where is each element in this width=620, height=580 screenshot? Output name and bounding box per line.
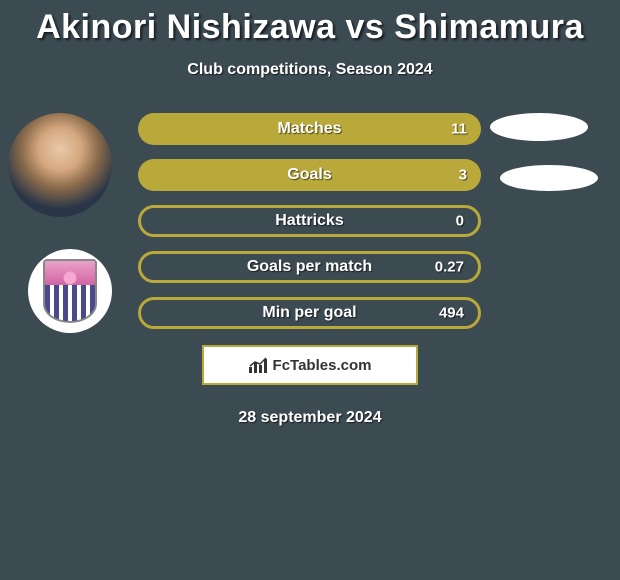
stat-value: 11 — [451, 121, 467, 138]
stat-label: Goals — [287, 166, 331, 184]
branding-text: FcTables.com — [273, 357, 372, 374]
chart-icon — [249, 357, 269, 373]
stat-bar: Min per goal 494 — [138, 297, 481, 329]
opponent-pill — [500, 165, 598, 191]
crest-shield — [43, 259, 97, 323]
opponent-pill — [490, 113, 588, 141]
stat-value: 3 — [459, 167, 467, 184]
comparison-title: Akinori Nishizawa vs Shimamura — [0, 0, 620, 51]
player-avatar — [8, 113, 112, 217]
stat-bars: Matches 11 Goals 3 Hattricks 0 Goals per match… — [138, 113, 481, 329]
stat-value: 494 — [439, 305, 464, 322]
stat-bar: Matches 11 — [138, 113, 481, 145]
stat-bar: Goals per match 0.27 — [138, 251, 481, 283]
stat-value: 0.27 — [435, 259, 464, 276]
stat-bar: Goals 3 — [138, 159, 481, 191]
club-crest — [28, 249, 112, 333]
stat-label: Matches — [277, 120, 341, 138]
branding-box: FcTables.com — [202, 345, 418, 385]
stat-value: 0 — [456, 213, 464, 230]
stat-label: Goals per match — [247, 258, 372, 276]
crest-graphic — [43, 259, 97, 323]
stat-label: Hattricks — [275, 212, 343, 230]
season-subtitle: Club competitions, Season 2024 — [0, 61, 620, 79]
stat-label: Min per goal — [262, 304, 356, 322]
crest-stripes — [45, 285, 95, 321]
stat-bar: Hattricks 0 — [138, 205, 481, 237]
snapshot-date: 28 september 2024 — [0, 409, 620, 427]
content-area: Matches 11 Goals 3 Hattricks 0 Goals per match… — [0, 113, 620, 329]
